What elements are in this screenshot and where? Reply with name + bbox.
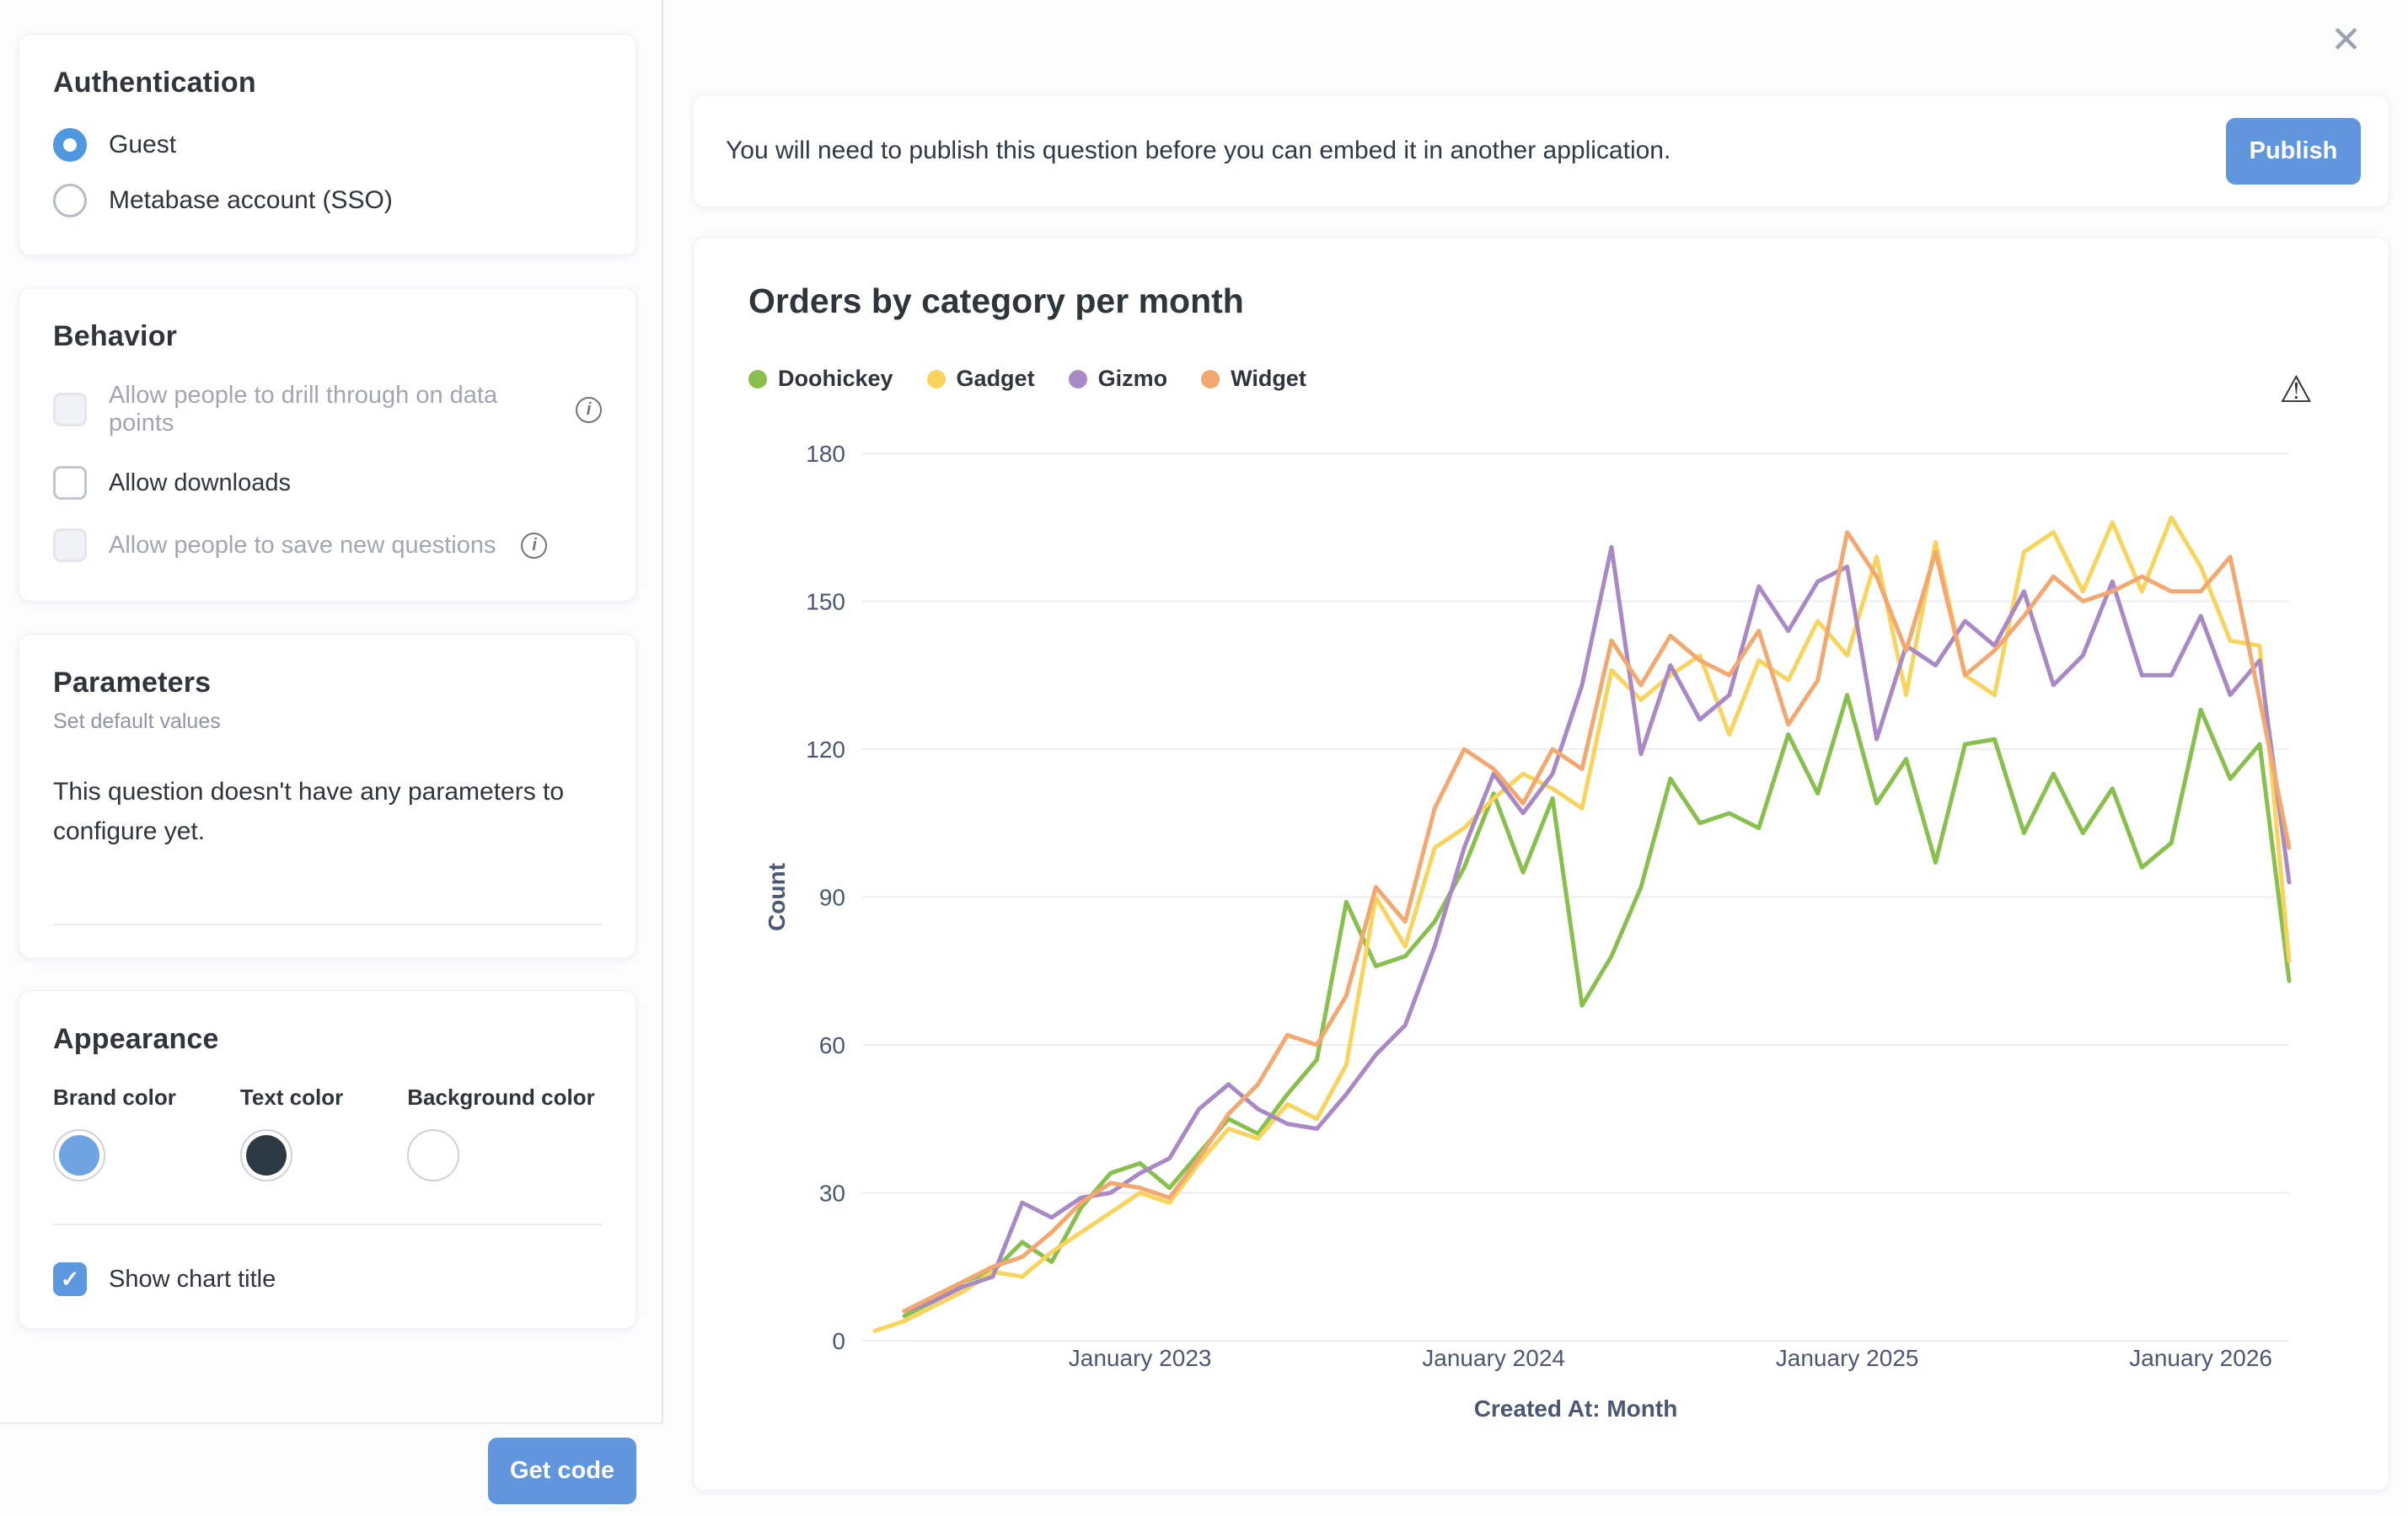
svg-text:120: 120: [806, 737, 845, 763]
check-icon: ✓: [60, 1266, 80, 1292]
behavior-option-2: Allow people to save new questions i: [53, 528, 602, 562]
checkbox-icon: [53, 393, 87, 426]
parameters-empty-text: This question doesn't have any parameter…: [53, 778, 565, 845]
legend-dot-icon: [1068, 369, 1087, 388]
behavior-options: Allow people to drill through on data po…: [53, 382, 602, 562]
behavior-option-label: Allow people to drill through on data po…: [109, 382, 498, 437]
legend-item-widget[interactable]: Widget: [1201, 366, 1306, 392]
get-code-button[interactable]: Get code: [488, 1438, 636, 1504]
legend-dot-icon: [1201, 369, 1220, 388]
background-color-swatch[interactable]: [407, 1129, 460, 1181]
show-chart-title-checkbox[interactable]: ✓: [53, 1262, 87, 1296]
svg-text:60: 60: [819, 1032, 845, 1058]
svg-text:90: 90: [819, 885, 845, 911]
parameters-subtitle: Set default values: [53, 710, 221, 733]
svg-text:180: 180: [806, 441, 845, 467]
swatch-label: Brand color: [53, 1085, 176, 1110]
sidebar-footer: Get code: [0, 1422, 663, 1516]
radio-selected-icon[interactable]: [53, 128, 87, 162]
info-icon[interactable]: i: [576, 396, 602, 423]
behavior-option-label: Allow downloads: [109, 469, 292, 496]
auth-option-0[interactable]: Guest: [53, 128, 602, 162]
publish-banner-message: You will need to publish this question b…: [726, 137, 1671, 164]
swatch-group-2: Background color: [407, 1085, 595, 1181]
legend-item-gadget[interactable]: Gadget: [926, 366, 1035, 392]
parameters-title: Parameters: [53, 667, 212, 699]
authentication-card: Authentication Guest Metabase account (SS…: [19, 34, 636, 255]
svg-text:Count: Count: [764, 863, 790, 931]
show-chart-title-label: Show chart title: [109, 1265, 276, 1293]
legend-item-doohickey[interactable]: Doohickey: [748, 366, 893, 392]
legend-label: Gizmo: [1097, 366, 1168, 391]
legend-item-gizmo[interactable]: Gizmo: [1068, 366, 1168, 392]
svg-text:0: 0: [832, 1328, 845, 1354]
behavior-card: Behavior Allow people to drill through o…: [19, 287, 636, 602]
behavior-option-0: Allow people to drill through on data po…: [53, 382, 602, 437]
brand-color-swatch[interactable]: [53, 1129, 105, 1181]
info-icon[interactable]: i: [521, 532, 548, 559]
parameters-divider: [53, 924, 602, 925]
text-color-swatch[interactable]: [239, 1129, 292, 1181]
radio-icon[interactable]: [53, 184, 87, 217]
show-chart-title-row[interactable]: ✓ Show chart title: [53, 1262, 602, 1296]
appearance-card: Appearance Brand color Text color Backgrou…: [19, 990, 636, 1329]
close-icon[interactable]: ✕: [2330, 19, 2362, 61]
swatch-group-0: Brand color: [53, 1085, 176, 1181]
auth-option-label: Metabase account (SSO): [109, 186, 393, 214]
swatch-fill: [245, 1135, 287, 1176]
svg-text:January 2024: January 2024: [1422, 1345, 1565, 1371]
svg-text:Created At: Month: Created At: Month: [1474, 1395, 1678, 1422]
chart-card: Orders by category per month Doohickey Ga…: [693, 237, 2389, 1491]
behavior-title: Behavior: [53, 320, 178, 352]
legend-label: Widget: [1231, 366, 1306, 391]
color-swatches: Brand color Text color Background color: [53, 1085, 602, 1181]
svg-text:January 2023: January 2023: [1069, 1345, 1212, 1371]
warning-icon[interactable]: ⚠: [2279, 369, 2313, 410]
authentication-title: Authentication: [53, 67, 256, 99]
svg-text:January 2025: January 2025: [1776, 1345, 1919, 1371]
embed-preview-main: ✕ You will need to publish this question…: [665, 0, 2408, 1516]
publish-banner: You will need to publish this question b…: [693, 94, 2389, 207]
behavior-option-1[interactable]: Allow downloads: [53, 466, 602, 500]
chart-legend: Doohickey Gadget Gizmo Widget: [748, 366, 1306, 392]
checkbox-icon: [53, 528, 87, 562]
behavior-option-label: Allow people to save new questions: [109, 531, 496, 559]
chart-title: Orders by category per month: [748, 281, 1244, 320]
settings-sidebar: Authentication Guest Metabase account (SS…: [0, 0, 663, 1516]
publish-button[interactable]: Publish: [2226, 117, 2361, 185]
chart-svg: 0 30 60 90 120 150 180 January 2023 January 2024…: [764, 441, 2292, 1422]
swatch-fill: [413, 1135, 454, 1176]
svg-text:30: 30: [819, 1181, 845, 1207]
swatch-group-1: Text color: [239, 1085, 344, 1181]
auth-option-1[interactable]: Metabase account (SSO): [53, 184, 602, 217]
parameters-card: Parameters Set default values This quest…: [19, 634, 636, 958]
legend-dot-icon: [926, 369, 946, 388]
svg-text:January 2026: January 2026: [2129, 1345, 2272, 1371]
legend-dot-icon: [748, 369, 767, 388]
svg-text:150: 150: [806, 589, 845, 615]
appearance-divider: [53, 1224, 602, 1225]
auth-options: Guest Metabase account (SSO): [53, 128, 602, 217]
auth-option-label: Guest: [109, 131, 177, 158]
legend-label: Doohickey: [778, 366, 893, 391]
swatch-fill: [59, 1135, 99, 1176]
legend-label: Gadget: [956, 366, 1035, 391]
checkbox-icon[interactable]: [53, 466, 87, 500]
swatch-label: Background color: [407, 1085, 595, 1110]
swatch-label: Text color: [239, 1085, 344, 1110]
appearance-title: Appearance: [53, 1023, 219, 1055]
